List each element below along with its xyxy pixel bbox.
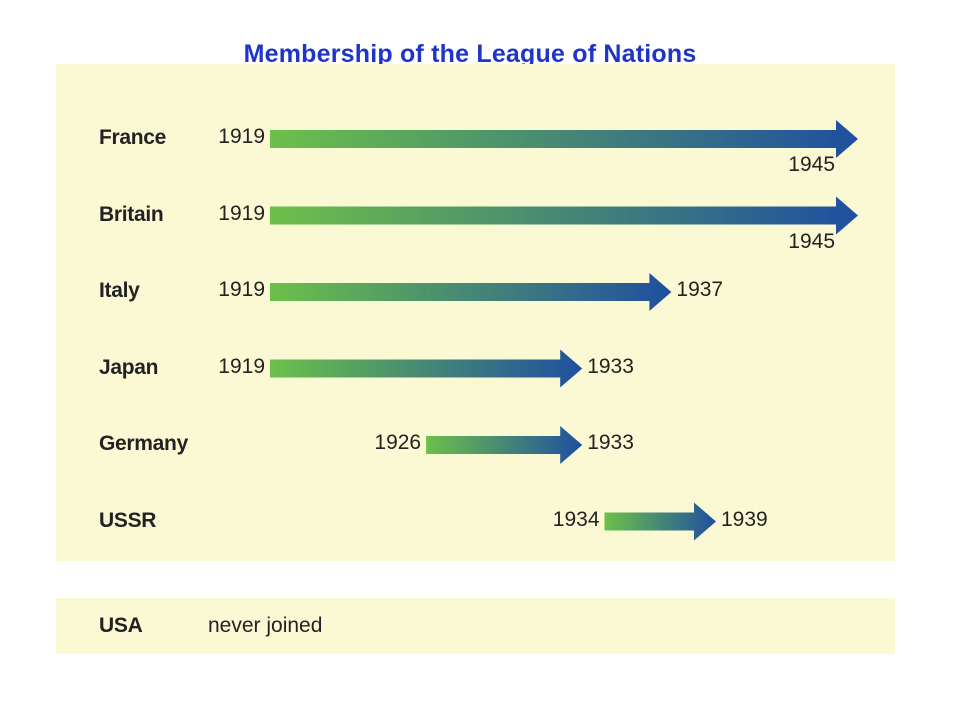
end-year-japan: 1933 xyxy=(587,354,634,378)
start-year-italy: 1919 xyxy=(218,278,265,301)
end-year-britain: 1945 xyxy=(788,229,835,253)
chart-title: Membership of the League of Nations xyxy=(243,40,697,68)
start-year-ussr: 1934 xyxy=(552,507,600,531)
end-year-ussr: 1939 xyxy=(721,507,768,531)
membership-arrow-britain xyxy=(270,196,858,235)
country-label-ussr: USSR xyxy=(99,508,157,532)
end-year-germany: 1933 xyxy=(587,431,634,454)
country-label-usa: USA xyxy=(99,614,143,637)
start-year-japan: 1919 xyxy=(218,354,265,378)
membership-arrow-germany xyxy=(426,426,583,464)
membership-arrow-japan xyxy=(270,349,583,388)
membership-arrow-ussr xyxy=(604,502,716,541)
country-label-japan: Japan xyxy=(99,355,159,379)
country-label-italy: Italy xyxy=(99,279,140,302)
membership-arrow-italy xyxy=(270,273,672,311)
country-label-britain: Britain xyxy=(99,202,164,226)
country-label-germany: Germany xyxy=(99,432,188,455)
never-joined-note: never joined xyxy=(208,614,323,637)
membership-arrow-france xyxy=(270,120,858,158)
end-year-italy: 1937 xyxy=(676,278,724,301)
start-year-france: 1919 xyxy=(218,125,265,148)
never-joined-panel xyxy=(56,598,895,654)
end-year-france: 1945 xyxy=(788,153,835,176)
start-year-britain: 1919 xyxy=(218,201,265,225)
country-label-france: France xyxy=(99,126,167,149)
start-year-germany: 1926 xyxy=(374,431,422,454)
